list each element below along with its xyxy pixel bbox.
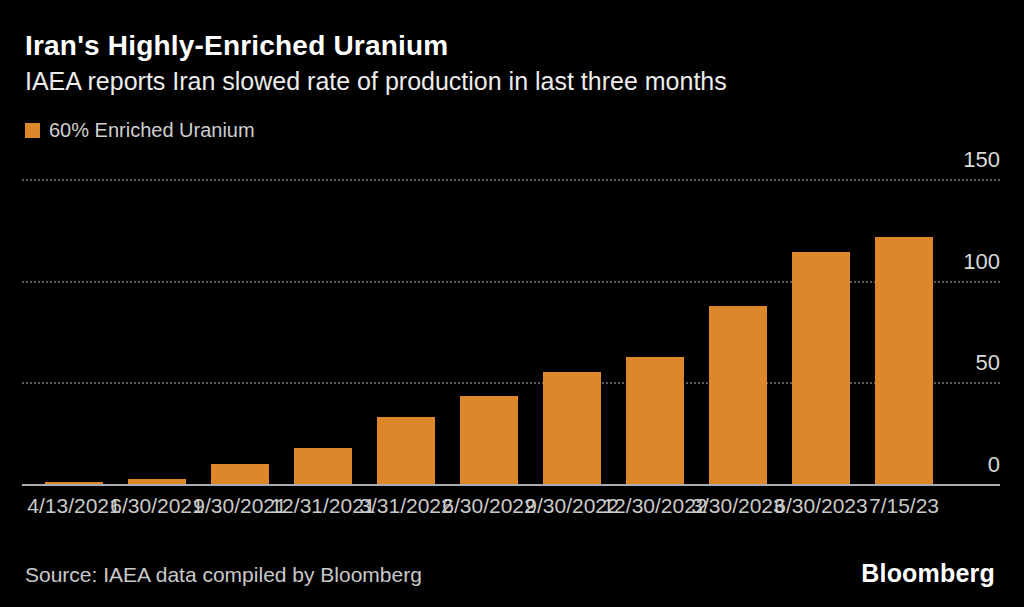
bar bbox=[792, 252, 850, 484]
y-tick-label: 100 bbox=[963, 251, 1000, 273]
x-tick-label: 6/30/2022 bbox=[442, 493, 535, 519]
bloomberg-logo: Bloomberg bbox=[861, 559, 995, 588]
legend-swatch-icon bbox=[25, 123, 40, 138]
bar bbox=[460, 396, 518, 484]
chart-subtitle: IAEA reports Iran slowed rate of product… bbox=[25, 67, 727, 96]
y-tick-label: 50 bbox=[976, 352, 1000, 374]
bar bbox=[875, 237, 933, 484]
chart-title: Iran's Highly-Enriched Uranium bbox=[25, 30, 448, 62]
bar bbox=[543, 372, 601, 484]
bar bbox=[377, 417, 435, 485]
bar bbox=[294, 448, 352, 484]
y-tick-label: 0 bbox=[988, 454, 1000, 476]
gridline-100 bbox=[22, 281, 1000, 283]
y-tick-label: 150 bbox=[963, 149, 1000, 171]
source-note: Source: IAEA data compiled by Bloomberg bbox=[25, 563, 422, 587]
legend: 60% Enriched Uranium bbox=[25, 119, 255, 142]
gridline-150 bbox=[22, 179, 1000, 181]
bar bbox=[128, 479, 186, 484]
x-tick-label: 6/30/2021 bbox=[110, 493, 203, 519]
x-axis-labels: 4/13/20216/30/20219/30/202112/31/20213/3… bbox=[0, 493, 1024, 519]
bar bbox=[709, 306, 767, 484]
x-tick-label: 3/31/2022 bbox=[359, 493, 452, 519]
x-axis-line bbox=[22, 484, 1000, 486]
x-tick-label: 7/15/23 bbox=[869, 493, 939, 519]
bar bbox=[626, 357, 684, 484]
x-tick-label: 3/30/2023 bbox=[691, 493, 784, 519]
legend-label: 60% Enriched Uranium bbox=[49, 119, 255, 142]
x-tick-label: 6/30/2023 bbox=[774, 493, 867, 519]
bar bbox=[45, 482, 103, 484]
plot-area: 050100150 bbox=[22, 179, 1000, 484]
x-tick-label: 4/13/2021 bbox=[27, 493, 120, 519]
gridline-50 bbox=[22, 382, 1000, 384]
bar bbox=[211, 464, 269, 484]
